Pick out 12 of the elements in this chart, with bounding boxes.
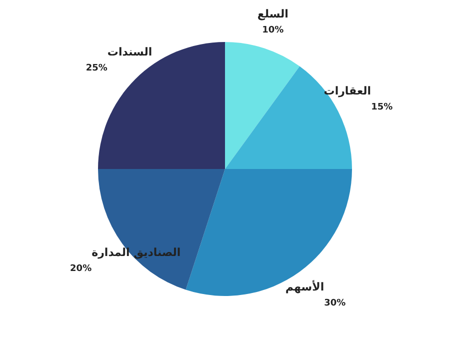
data-label: 20% (70, 264, 92, 274)
data-label: 25% (86, 63, 108, 74)
slice-label: الأسهم (285, 279, 324, 294)
slice-label: الصناديق المدارة (92, 246, 181, 260)
data-label: 30% (324, 298, 346, 308)
slice-label: السلع (257, 8, 288, 21)
slice-label: السندات (107, 45, 152, 58)
data-label: 10% (262, 26, 284, 36)
data-label: 15% (371, 102, 393, 113)
pie-slice (186, 169, 352, 296)
slice-label: العقارات (324, 84, 372, 98)
pie-slice (225, 42, 300, 169)
